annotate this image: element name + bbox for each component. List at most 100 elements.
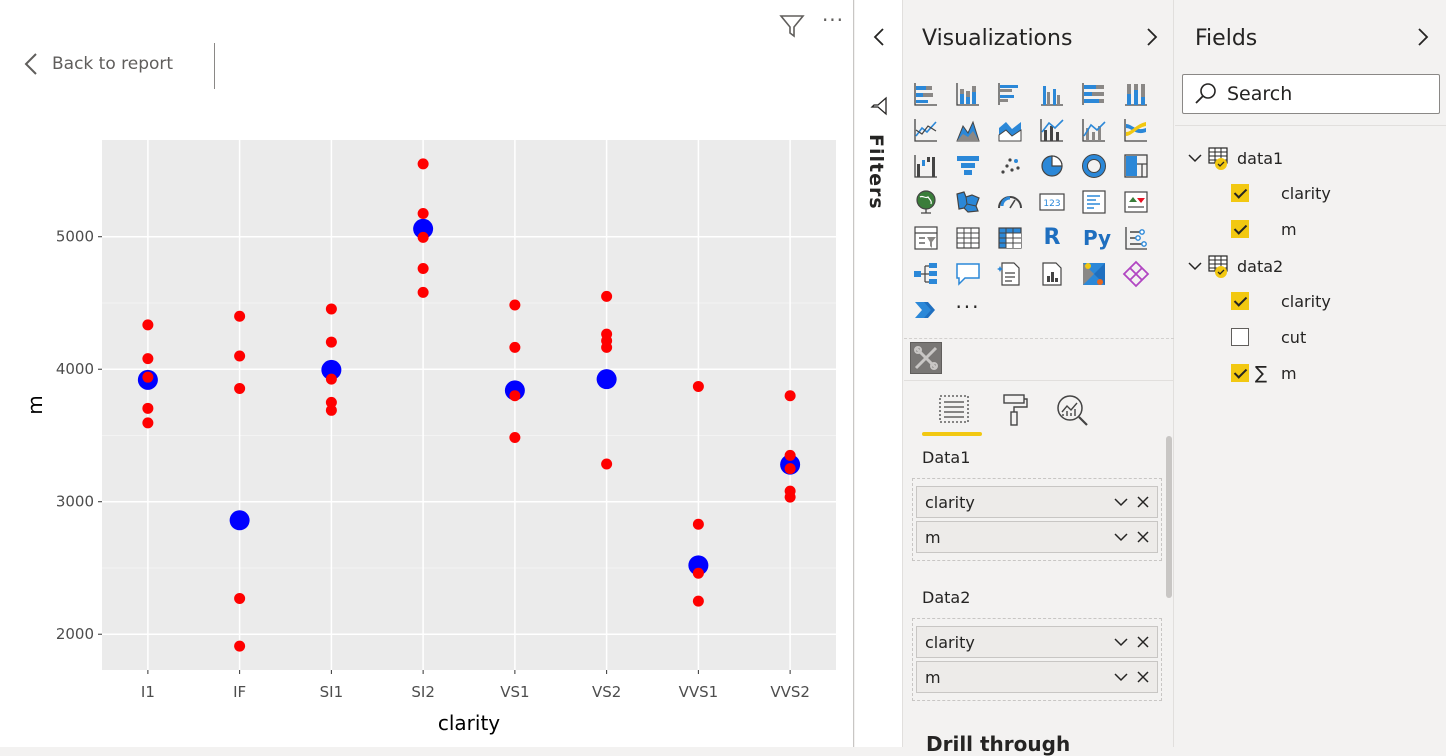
line-and-clustered-column-chart-icon[interactable]	[1080, 116, 1108, 144]
filters-label[interactable]: Filters	[865, 134, 887, 210]
field-pill[interactable]: clarity	[916, 486, 1158, 518]
decomposition-tree-icon[interactable]	[912, 260, 940, 288]
matrix-icon[interactable]	[996, 224, 1024, 252]
field-item-clarity[interactable]: clarity	[1231, 289, 1331, 313]
close-icon[interactable]	[1135, 494, 1151, 510]
area-chart-icon[interactable]	[954, 116, 982, 144]
sum-icon: ∑	[1255, 362, 1268, 384]
data-point-red	[509, 341, 521, 353]
power-automate-flow-icon[interactable]	[912, 296, 940, 324]
search-input[interactable]	[1225, 82, 1425, 106]
100-stacked-column-chart-icon[interactable]	[1122, 80, 1150, 108]
filters-pane: Filters	[855, 0, 903, 747]
field-item-clarity[interactable]: clarity	[1231, 181, 1331, 205]
power-apps-icon[interactable]	[1080, 260, 1108, 288]
chevron-down-icon[interactable]	[1113, 670, 1129, 684]
active-tab-indicator	[922, 432, 982, 436]
close-icon[interactable]	[1135, 669, 1151, 685]
pane-scrollbar[interactable]	[1166, 436, 1172, 598]
data-point-red	[142, 402, 154, 414]
chevron-down-icon[interactable]	[1187, 151, 1203, 165]
ribbon-chart-icon[interactable]	[1122, 116, 1150, 144]
stacked-column-chart-icon[interactable]	[954, 80, 982, 108]
scatter-chart[interactable]: 2000 3000 4000 5000 I1 IF SI1 SI2 VS1 VS2 VVS1 VVS2…	[0, 120, 854, 747]
field-checkbox[interactable]	[1231, 184, 1249, 202]
card-icon[interactable]: 123	[1038, 188, 1066, 216]
format-tab[interactable]	[998, 392, 1032, 428]
treemap-icon[interactable]	[1122, 152, 1150, 180]
close-icon[interactable]	[1135, 529, 1151, 545]
more-visuals-icon[interactable]: ···	[955, 295, 981, 319]
visualizations-pane: Visualizations 123 R	[904, 0, 1174, 756]
funnel-chart-icon[interactable]	[954, 152, 982, 180]
smart-narrative-icon[interactable]	[996, 260, 1024, 288]
field-item-cut[interactable]: cut	[1231, 325, 1306, 349]
table-icon	[1208, 147, 1228, 170]
multi-row-card-icon[interactable]	[1080, 188, 1108, 216]
gauge-icon[interactable]	[996, 188, 1024, 216]
more-options-icon[interactable]: ···	[821, 8, 845, 32]
map-icon[interactable]	[912, 188, 940, 216]
filter-icon[interactable]	[778, 12, 806, 40]
scatter-chart-icon[interactable]	[996, 152, 1024, 180]
x-tick-label: IF	[233, 683, 246, 701]
gallery-divider	[904, 338, 1174, 339]
qa-visual-icon[interactable]	[954, 260, 982, 288]
field-item-m[interactable]: ∑ m	[1231, 361, 1297, 385]
back-to-report-button[interactable]: Back to report	[24, 44, 173, 84]
r-script-visual-icon[interactable]: R	[1043, 225, 1061, 250]
slicer-icon[interactable]	[912, 224, 940, 252]
data-point-red	[601, 341, 613, 353]
donut-chart-icon[interactable]	[1080, 152, 1108, 180]
fields-tab[interactable]	[934, 392, 974, 428]
well-label-data2: Data2	[922, 588, 971, 607]
search-box[interactable]	[1182, 74, 1440, 114]
chevron-right-icon[interactable]	[1142, 24, 1162, 50]
key-influencers-icon[interactable]	[1122, 224, 1150, 252]
field-checkbox[interactable]	[1231, 220, 1249, 238]
field-pill[interactable]: m	[916, 521, 1158, 553]
data-point-blue	[688, 555, 709, 576]
table-node-data1[interactable]: data1	[1187, 145, 1283, 171]
kpi-icon[interactable]	[1122, 188, 1150, 216]
data-point-red	[784, 449, 796, 461]
data-point-red	[509, 299, 521, 311]
chevron-down-icon[interactable]	[1113, 495, 1129, 509]
power-automate-icon[interactable]	[1122, 260, 1150, 288]
pie-chart-icon[interactable]	[1038, 152, 1066, 180]
field-checkbox[interactable]	[1231, 328, 1249, 346]
stacked-area-chart-icon[interactable]	[996, 116, 1024, 144]
chevron-left-icon[interactable]	[867, 22, 891, 52]
table-name: data1	[1237, 148, 1284, 168]
field-checkbox[interactable]	[1231, 364, 1249, 382]
chevron-down-icon[interactable]	[1187, 259, 1203, 273]
clustered-column-chart-icon[interactable]	[1038, 80, 1066, 108]
python-visual-icon[interactable]: Py	[1082, 226, 1112, 250]
line-chart-icon[interactable]	[912, 116, 940, 144]
chevron-down-icon[interactable]	[1113, 530, 1129, 544]
100-stacked-bar-chart-icon[interactable]	[1080, 80, 1108, 108]
field-pill[interactable]: m	[916, 661, 1158, 693]
filled-map-icon[interactable]	[954, 188, 982, 216]
stacked-bar-chart-icon[interactable]	[912, 80, 940, 108]
field-item-m[interactable]: m	[1231, 217, 1297, 241]
chevron-right-icon[interactable]	[1413, 24, 1433, 50]
table-node-data2[interactable]: data2	[1187, 253, 1283, 279]
analytics-tab[interactable]	[1054, 392, 1092, 428]
search-icon	[1195, 83, 1216, 104]
waterfall-chart-icon[interactable]	[912, 152, 940, 180]
custom-visual-icon[interactable]	[910, 342, 942, 374]
line-and-stacked-column-chart-icon[interactable]	[1038, 116, 1066, 144]
table-icon[interactable]	[954, 224, 982, 252]
data-point-red	[142, 417, 154, 429]
field-pill[interactable]: clarity	[916, 626, 1158, 658]
paginated-report-icon[interactable]	[1038, 260, 1066, 288]
visualizations-title: Visualizations	[922, 26, 1073, 51]
well-data2[interactable]: clarity m	[912, 618, 1162, 701]
well-data1[interactable]: clarity m	[912, 478, 1162, 561]
close-icon[interactable]	[1135, 634, 1151, 650]
field-checkbox[interactable]	[1231, 292, 1249, 310]
clustered-bar-chart-icon[interactable]	[996, 80, 1024, 108]
chevron-down-icon[interactable]	[1113, 635, 1129, 649]
data-point-red	[234, 310, 246, 322]
